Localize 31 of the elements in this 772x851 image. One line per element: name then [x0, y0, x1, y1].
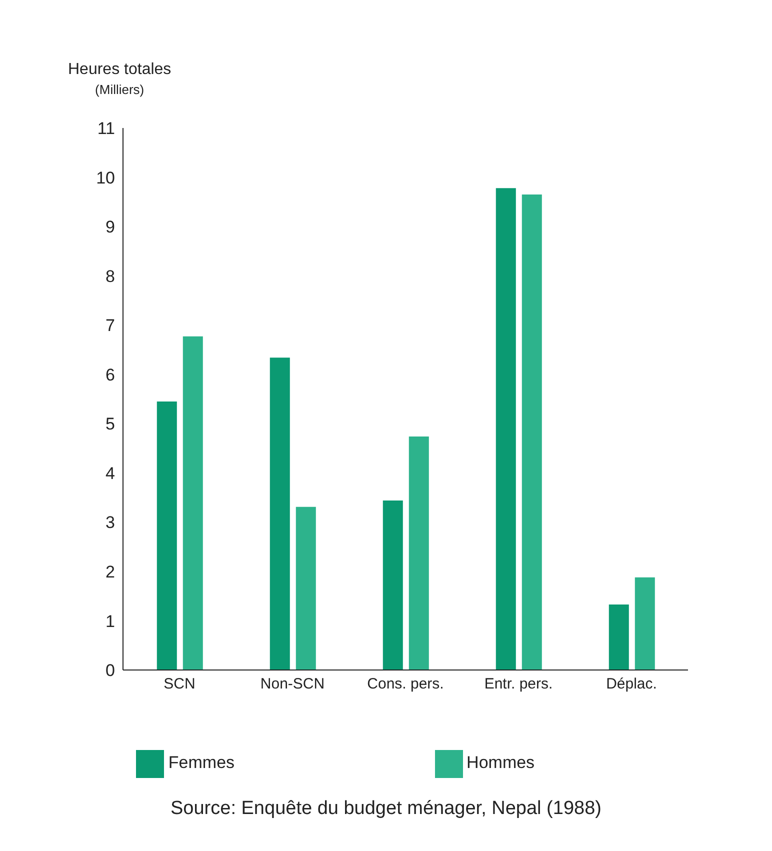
y-tick-label: 3: [106, 513, 115, 532]
bar: [608, 604, 629, 670]
x-tick-label: SCN: [164, 676, 196, 693]
y-tick-label: 11: [97, 119, 115, 138]
source-note: Source: Enquête du budget ménager, Nepal (1988): [170, 798, 602, 820]
y-tick-label: 0: [106, 661, 115, 680]
bar: [296, 506, 316, 670]
y-tick-label: 1: [106, 612, 115, 631]
bar: [496, 188, 516, 670]
bar: [382, 500, 403, 670]
y-tick-label: 8: [106, 266, 115, 286]
y-tick-label: 4: [106, 464, 115, 483]
y-tick-label: 5: [106, 414, 115, 434]
bar: [522, 194, 542, 670]
y-tick-label: 2: [106, 562, 115, 582]
x-tick-label: Entr. pers.: [484, 676, 553, 693]
x-tick-label: Déplac.: [606, 676, 657, 693]
y-axis-title: Heures totales (Milliers): [68, 60, 172, 99]
legend-label: Femmes: [168, 753, 235, 772]
x-tick-label: Cons. pers.: [367, 676, 444, 693]
y-tick-label: 6: [106, 365, 115, 384]
bar: [408, 436, 429, 670]
legend-label: Hommes: [466, 753, 535, 772]
y-tick-label: 9: [106, 218, 115, 237]
bar: [270, 358, 290, 670]
y-tick-label: 7: [106, 316, 115, 336]
bar: [634, 577, 655, 670]
y-tick-label: 10: [96, 168, 115, 188]
x-tick-label: Non-SCN: [260, 676, 325, 693]
bar: [156, 401, 177, 670]
bar: [182, 336, 203, 670]
